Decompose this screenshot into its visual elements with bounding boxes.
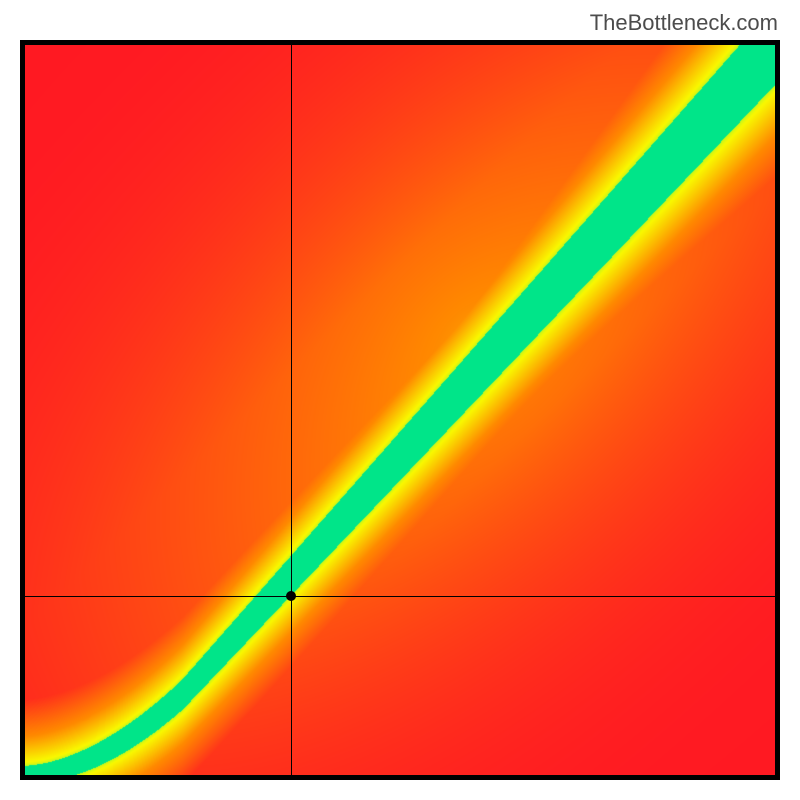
plot-inner bbox=[25, 45, 775, 775]
crosshair-vertical bbox=[291, 45, 292, 775]
marker-dot bbox=[286, 591, 296, 601]
plot-frame bbox=[20, 40, 780, 780]
heatmap-canvas bbox=[25, 45, 775, 775]
chart-container: TheBottleneck.com bbox=[0, 0, 800, 800]
crosshair-horizontal bbox=[25, 596, 775, 597]
watermark-text: TheBottleneck.com bbox=[590, 10, 778, 36]
